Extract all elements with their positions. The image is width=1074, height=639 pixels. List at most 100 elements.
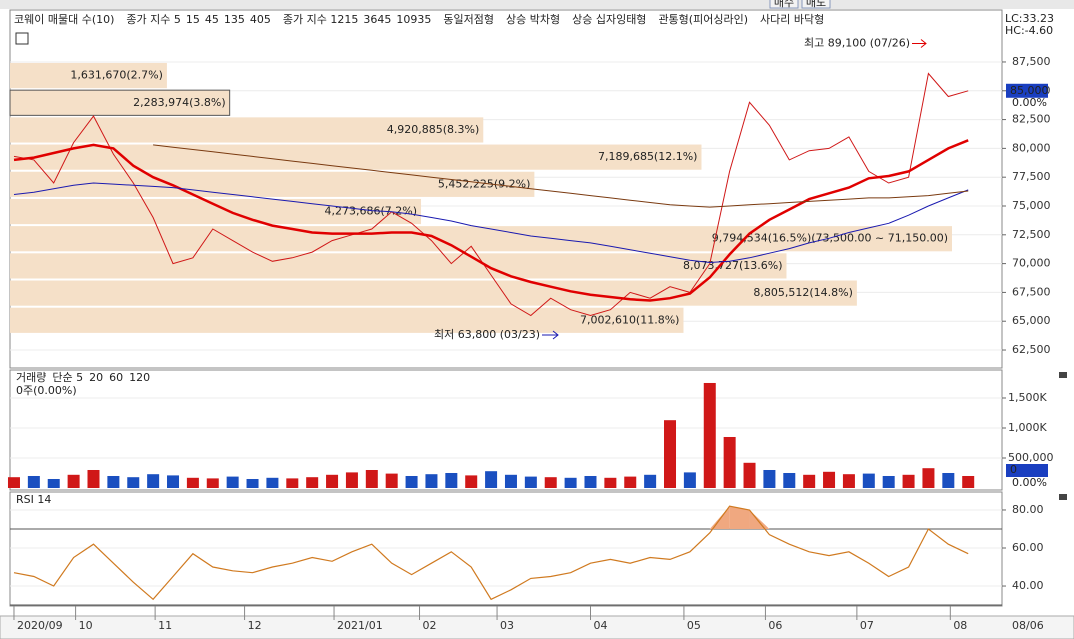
series-line — [13, 139, 969, 302]
volume-bar — [67, 474, 80, 488]
volume-bar — [465, 475, 478, 488]
buy-button[interactable] — [769, 0, 799, 9]
volume-legend-entry: 20 — [89, 371, 103, 384]
volume-bar — [445, 472, 458, 488]
volume-change: 0.00% — [1012, 476, 1047, 489]
volume-bar — [862, 473, 875, 488]
volume-bar — [504, 474, 517, 488]
volume-bar — [564, 477, 577, 488]
volume-bar — [286, 478, 299, 488]
volume-profile-bar — [10, 253, 787, 279]
series-line — [13, 182, 969, 264]
volume-bar — [902, 474, 915, 488]
volume-current: 0 — [1010, 463, 1017, 476]
volume-bar — [485, 471, 498, 488]
volume-bar — [664, 420, 677, 488]
y-tick-label: 67,500 — [1012, 285, 1051, 298]
y-tick-label: 65,000 — [1012, 314, 1051, 327]
volume-bar — [266, 477, 279, 488]
panel-button[interactable] — [1059, 372, 1067, 378]
volume-profile-label: 2,283,974(3.8%) — [133, 96, 226, 109]
series-line — [13, 72, 969, 317]
x-tick-label: 02 — [423, 619, 437, 632]
legend-entry: 동일저점형 — [443, 12, 494, 26]
x-tick-label: 05 — [687, 619, 701, 632]
y-tick-label: 500,000 — [1008, 451, 1054, 464]
table-icon[interactable] — [15, 32, 29, 45]
y-tick-label: 82,500 — [1012, 113, 1051, 126]
volume-bar — [167, 475, 180, 488]
volume-bar — [723, 436, 736, 488]
volume-bar — [942, 472, 955, 488]
volume-bar — [326, 474, 339, 488]
volume-bar — [365, 469, 378, 488]
volume-legend-entry: 60 — [109, 371, 123, 384]
volume-profile-bar — [10, 198, 422, 225]
volume-bar — [306, 477, 319, 488]
volume-bar — [743, 462, 756, 488]
current-price-badge — [1006, 83, 1048, 98]
volume-bar — [962, 475, 975, 488]
volume-profile-bar — [10, 171, 535, 197]
volume-bar — [87, 469, 100, 488]
price-change: 0.00% — [1012, 96, 1047, 109]
legend-entry: 상승 박차형 — [506, 13, 560, 26]
volume-badge — [1006, 464, 1048, 477]
x-tick-label: 08 — [953, 619, 967, 632]
panel-button[interactable] — [1059, 494, 1067, 500]
y-tick-label: 72,500 — [1012, 228, 1051, 241]
volume-legend-entry: 단순 5 — [52, 371, 83, 384]
sell-button[interactable] — [801, 0, 831, 9]
volume-panel — [9, 369, 1003, 491]
y-tick-label: 60.00 — [1012, 541, 1044, 554]
volume-bar — [405, 475, 418, 488]
series-line — [153, 144, 969, 208]
hc-label: HC:-4.60 — [1005, 24, 1053, 37]
x-end-label: 08/06 — [1012, 619, 1044, 632]
y-tick-label: 1,000K — [1008, 421, 1047, 434]
volume-bar — [584, 475, 597, 488]
volume-bar — [226, 476, 239, 488]
volume-bar — [345, 472, 358, 488]
y-tick-label: 75,000 — [1012, 199, 1051, 212]
volume-bar — [803, 474, 816, 488]
rsi-overbought-fill — [749, 509, 770, 529]
x-tick-label: 2020/09 — [17, 619, 63, 632]
volume-legend-entry: 120 — [129, 371, 150, 384]
x-tick-label: 2021/01 — [337, 619, 383, 632]
volume-bar — [882, 475, 895, 488]
volume-profile-bar — [10, 307, 684, 333]
y-tick-label: 77,500 — [1012, 170, 1051, 183]
volume-bar — [544, 477, 557, 488]
volume-profile-bar — [10, 62, 167, 89]
legend-entry: 관통형(피어싱라인) — [658, 13, 748, 26]
y-tick-label: 80.00 — [1012, 503, 1044, 516]
x-tick-label: 12 — [248, 619, 262, 632]
volume-bar — [524, 476, 537, 488]
volume-bar — [842, 474, 855, 488]
volume-bar — [823, 471, 836, 488]
rsi-overbought-fill — [729, 506, 750, 529]
volume-bar — [7, 477, 20, 488]
y-tick-label: 1,500K — [1008, 391, 1047, 404]
rsi-panel — [9, 491, 1003, 607]
date-axis — [0, 615, 1074, 639]
volume-bar — [624, 476, 637, 488]
volume-bar — [47, 478, 60, 488]
volume-bar — [246, 478, 259, 488]
legend-entry: 405 — [250, 13, 271, 26]
volume-bar — [107, 475, 120, 488]
rsi-title: RSI 14 — [16, 493, 51, 506]
volume-profile-label: 4,920,885(8.3%) — [387, 123, 480, 136]
lc-label: LC:33.23 — [1005, 12, 1054, 25]
volume-profile-label: 1,631,670(2.7%) — [70, 69, 163, 82]
sell-label: 매도 — [806, 0, 826, 9]
volume-bar — [783, 472, 796, 488]
volume-legend-entry: 거래량 — [16, 371, 46, 384]
low-arrow — [542, 330, 559, 340]
volume-bar — [385, 473, 398, 488]
y-tick-label: 80,000 — [1012, 141, 1051, 154]
volume-profile-label: 8,805,512(14.8%) — [753, 286, 853, 299]
volume-bar — [425, 474, 438, 488]
